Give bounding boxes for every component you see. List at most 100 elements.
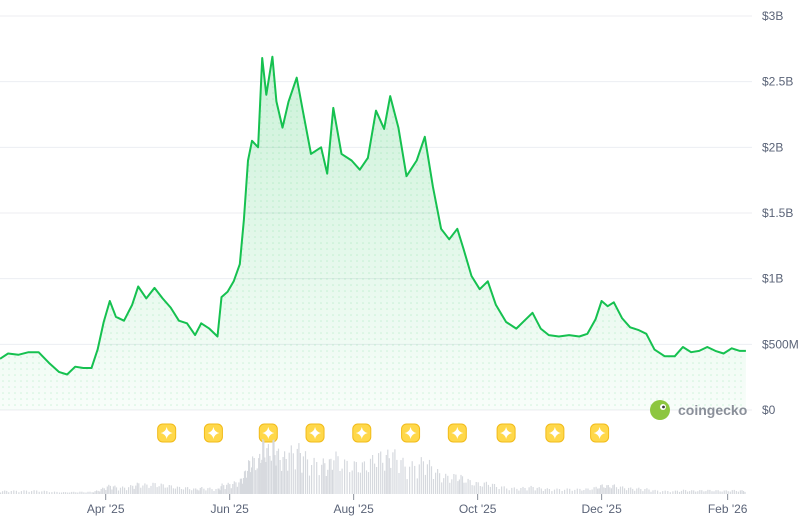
volume-bar [689, 491, 691, 494]
volume-bar [4, 490, 6, 494]
volume-bar [676, 490, 678, 494]
event-marker[interactable] [545, 423, 565, 443]
volume-bar [387, 449, 389, 494]
volume-bar [739, 490, 741, 494]
volume-bar [717, 490, 719, 494]
volume-bar [38, 491, 40, 494]
volume-bar [308, 475, 311, 494]
volume-bar [142, 485, 144, 494]
volume-bar [299, 453, 301, 494]
volume-bar [313, 457, 315, 494]
y-tick-label: $0 [762, 403, 776, 417]
volume-bar [263, 440, 265, 494]
volume-bar [546, 488, 548, 494]
volume-bar [132, 485, 134, 494]
volume-bar [189, 489, 191, 494]
volume-bar [211, 489, 213, 494]
volume-bar [259, 453, 261, 494]
volume-bar [659, 492, 661, 494]
volume-bar [185, 487, 187, 494]
event-marker[interactable] [590, 423, 610, 443]
volume-bar [449, 482, 451, 494]
event-marker[interactable] [157, 423, 177, 443]
volume-bar [335, 451, 337, 494]
volume-bar [721, 491, 723, 494]
volume-bar [601, 484, 603, 494]
volume-bar [223, 485, 225, 494]
volume-bar [207, 488, 209, 494]
volume-bar [325, 476, 327, 494]
volume-bar [493, 484, 496, 494]
event-marker[interactable] [305, 423, 325, 443]
volume-bar [682, 489, 685, 494]
volume-bar [275, 465, 277, 494]
event-marker[interactable] [258, 423, 278, 443]
volume-bar [711, 491, 713, 494]
volume-bar [130, 485, 132, 494]
volume-bar [392, 452, 394, 494]
event-markers [157, 423, 610, 443]
volume-bar [243, 471, 246, 494]
volume-bar [65, 492, 67, 494]
event-marker[interactable] [203, 423, 223, 443]
volume-bar [150, 485, 152, 494]
volume-bar [136, 482, 138, 494]
volume-bar [266, 448, 268, 494]
volume-bar [622, 486, 624, 494]
volume-bar [241, 483, 244, 494]
volume-bar [424, 474, 426, 494]
volume-bar [522, 486, 524, 494]
volume-bar [723, 490, 725, 494]
volume-bar [609, 487, 611, 494]
volume-bar [518, 490, 520, 494]
volume-bar [41, 491, 43, 494]
volume-bar [473, 485, 475, 494]
volume-bar [607, 485, 609, 494]
series-line[interactable] [0, 55, 746, 376]
volume-bar [152, 482, 154, 494]
volume-bar [273, 439, 275, 494]
volume-bar [460, 474, 462, 494]
event-marker[interactable] [401, 423, 421, 443]
event-marker[interactable] [496, 423, 516, 443]
volume-bar [238, 482, 240, 494]
volume-bar [79, 491, 81, 494]
volume-bar [540, 488, 542, 494]
volume-bar [615, 487, 618, 494]
event-marker[interactable] [447, 423, 467, 443]
volume-bar [321, 464, 323, 494]
volume-bar [524, 488, 526, 494]
volume-bar [479, 486, 481, 494]
volume-bar [133, 488, 135, 494]
volume-bar [227, 482, 229, 494]
volume-bar [487, 484, 489, 494]
volume-bar [306, 459, 309, 494]
volume-bar [465, 482, 467, 494]
event-marker[interactable] [352, 423, 372, 443]
volume-bar [242, 478, 245, 494]
sparkle-glyph [355, 427, 368, 439]
volume-bar [111, 489, 113, 494]
y-tick-label: $2.5B [762, 75, 793, 89]
volume-bar [628, 487, 630, 494]
volume-bar [162, 484, 164, 494]
volume-bar [253, 458, 255, 494]
volume-bar [369, 458, 372, 494]
volume-bar [556, 488, 558, 494]
volume-bar [51, 492, 53, 494]
volume-bar [640, 489, 642, 494]
volume-bar [707, 489, 709, 494]
volume-bar [374, 463, 376, 494]
volume-bar [678, 491, 681, 494]
y-tick-label: $2B [762, 140, 783, 154]
volume-bar [583, 490, 585, 494]
volume-bar [187, 487, 189, 494]
volume-bar [701, 490, 703, 494]
volume-bar [294, 469, 296, 494]
x-tick-label: Oct '25 [459, 502, 497, 516]
volume-bar [485, 481, 487, 494]
volume-bar [221, 483, 223, 494]
volume-bar [114, 485, 116, 494]
